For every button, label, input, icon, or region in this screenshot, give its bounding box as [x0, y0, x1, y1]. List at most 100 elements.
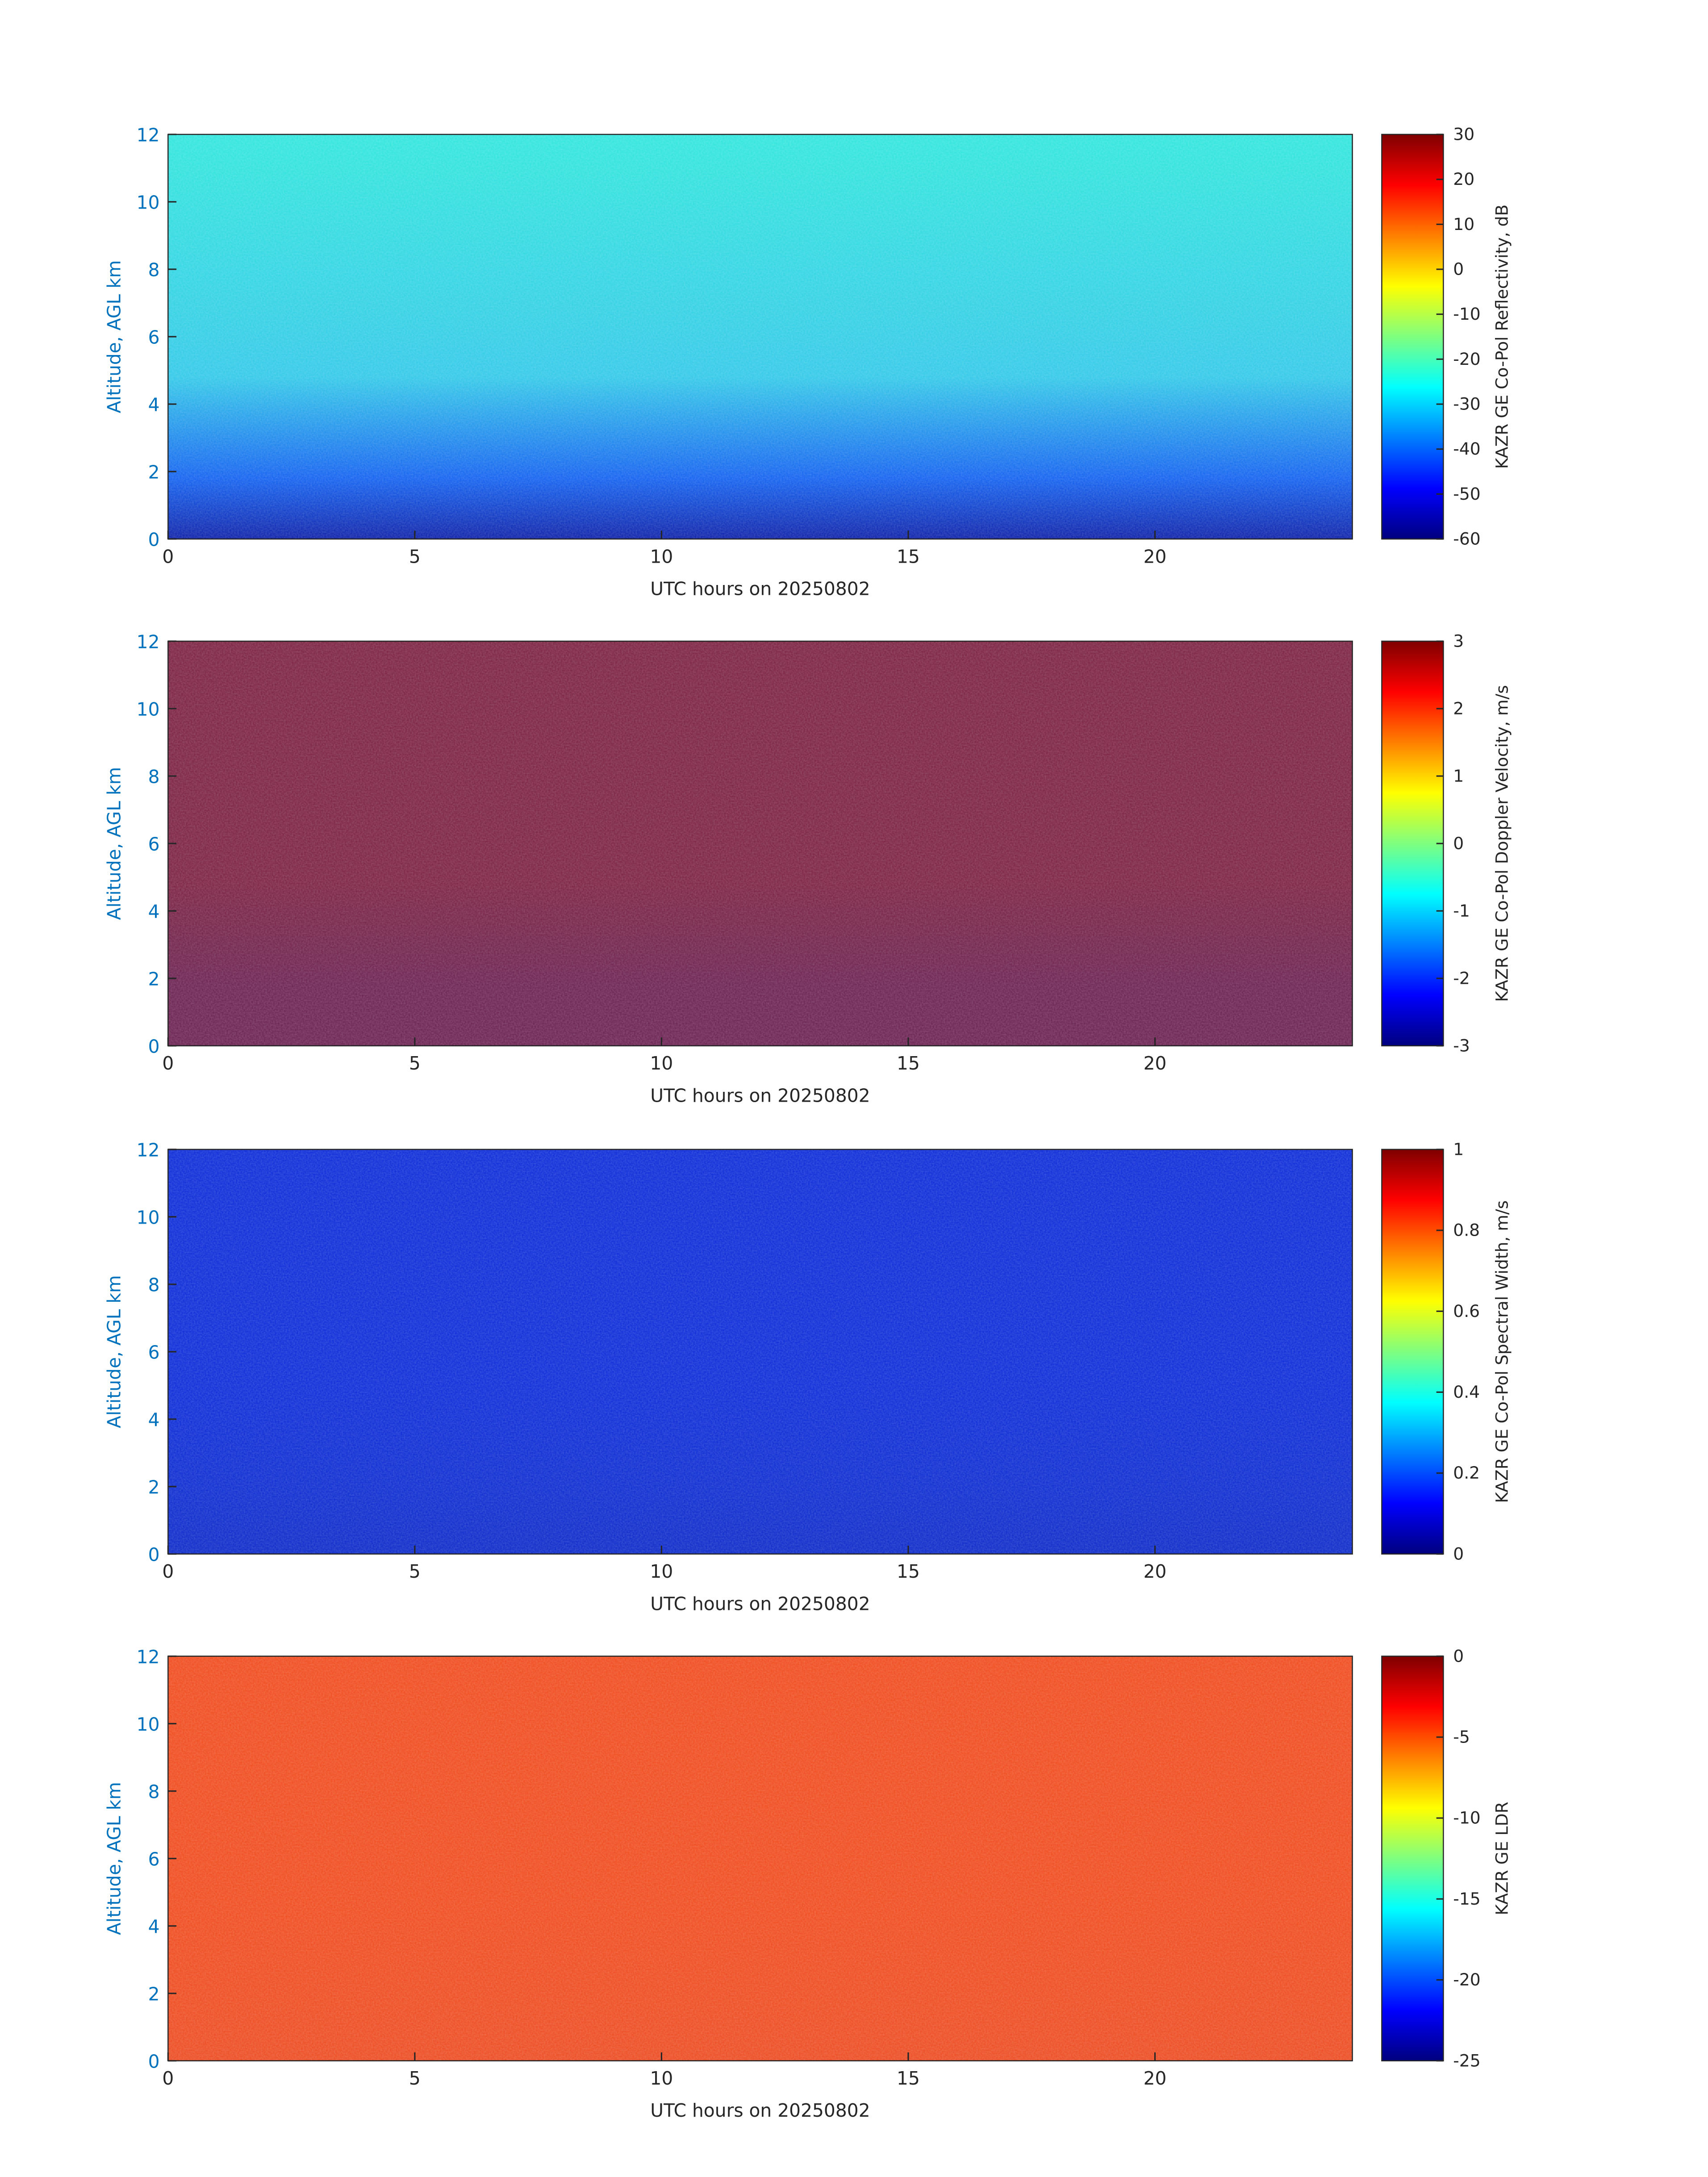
colorbar: [1381, 1655, 1444, 2062]
y-tick-label: 6: [148, 1848, 160, 1870]
y-tick-label: 12: [137, 631, 160, 653]
colorbar-tick-label: -60: [1453, 529, 1480, 549]
y-tick-label: 4: [148, 1409, 160, 1431]
x-tick-label: 10: [650, 1561, 673, 1582]
colorbar-tick-label: -1: [1453, 901, 1470, 920]
x-tick-label: 20: [1144, 546, 1167, 567]
colorbar-tick-label: 0: [1453, 259, 1464, 279]
colorbar-label: KAZR GE Co-Pol Doppler Velocity, m/s: [1492, 685, 1512, 1002]
x-tick-label: 15: [897, 1561, 920, 1582]
y-tick-label: 12: [137, 1646, 160, 1667]
colorbar-tick-label: 1: [1453, 766, 1464, 786]
colorbar-tick-label: 20: [1453, 169, 1474, 189]
colorbar-tick-label: 0: [1453, 833, 1464, 853]
x-tick-label: 5: [409, 1053, 421, 1074]
x-tick-label: 15: [897, 1053, 920, 1074]
x-tick-label: 0: [162, 2068, 174, 2089]
x-tick-label: 20: [1144, 2068, 1167, 2089]
y-tick-label: 2: [148, 1477, 160, 1498]
colorbar-tick-label: 0.8: [1453, 1220, 1480, 1240]
y-tick-label: 0: [148, 1036, 160, 1057]
y-tick-label: 12: [137, 125, 160, 146]
y-tick-label: 4: [148, 1916, 160, 1937]
y-axis-label: Altitude, AGL km: [104, 1782, 125, 1935]
x-tick-label: 0: [162, 546, 174, 567]
colorbar-tick-label: -50: [1453, 484, 1480, 504]
colorbar-tick-label: -25: [1453, 2051, 1480, 2070]
colorbar-tick-label: 2: [1453, 698, 1464, 718]
y-tick-label: 6: [148, 1342, 160, 1363]
colorbar-tick-label: -15: [1453, 1889, 1480, 1909]
y-tick-label: 2: [148, 1983, 160, 2005]
colorbar-tick-label: -40: [1453, 439, 1480, 459]
colorbar: [1381, 1149, 1444, 1555]
y-tick-label: 8: [148, 766, 160, 788]
y-tick-label: 10: [137, 699, 160, 720]
x-tick-label: 0: [162, 1053, 174, 1074]
heatmap-texture: [168, 134, 1353, 539]
colorbar-tick-label: -20: [1453, 1970, 1480, 1989]
y-axis-label: Altitude, AGL km: [104, 1275, 125, 1428]
y-tick-label: 10: [137, 192, 160, 213]
y-tick-label: 8: [148, 1274, 160, 1296]
y-axis-label: Altitude, AGL km: [104, 260, 125, 414]
colorbar-tick-label: -20: [1453, 349, 1480, 369]
colorbar: [1381, 640, 1444, 1047]
colorbar-label: KAZR GE Co-Pol Spectral Width, m/s: [1492, 1200, 1512, 1503]
x-axis-label: UTC hours on 20250802: [650, 578, 870, 599]
colorbar-tick-label: -30: [1453, 394, 1480, 414]
colorbar-label: KAZR GE LDR: [1492, 1802, 1512, 1915]
y-tick-label: 10: [137, 1207, 160, 1228]
colorbar-tick-label: 0.6: [1453, 1301, 1480, 1321]
colorbar-tick-label: 0.2: [1453, 1463, 1480, 1483]
heatmap-texture: [168, 1656, 1353, 2061]
y-tick-label: 2: [148, 969, 160, 990]
colorbar-tick-label: 30: [1453, 125, 1474, 144]
x-tick-label: 10: [650, 1053, 673, 1074]
colorbar-label: KAZR GE Co-Pol Reflectivity, dB: [1492, 205, 1512, 469]
x-tick-label: 20: [1144, 1053, 1167, 1074]
colorbar-tick-label: -5: [1453, 1727, 1470, 1747]
y-tick-label: 8: [148, 259, 160, 281]
x-axis-label: UTC hours on 20250802: [650, 1085, 870, 1106]
y-tick-label: 6: [148, 834, 160, 855]
x-axis-label: UTC hours on 20250802: [650, 2100, 870, 2121]
heatmap-texture: [168, 1149, 1353, 1554]
colorbar-tick-label: 10: [1453, 214, 1474, 234]
x-axis-label: UTC hours on 20250802: [650, 1593, 870, 1614]
colorbar-tick-label: -3: [1453, 1036, 1470, 1055]
y-tick-label: 4: [148, 394, 160, 416]
colorbar-tick-label: 0: [1453, 1646, 1464, 1666]
y-tick-label: 2: [148, 462, 160, 483]
y-tick-label: 12: [137, 1140, 160, 1161]
y-tick-label: 10: [137, 1713, 160, 1735]
colorbar-tick-label: -10: [1453, 1808, 1480, 1828]
colorbar-tick-label: 0: [1453, 1544, 1464, 1563]
colorbar-tick-label: -2: [1453, 968, 1470, 988]
colorbar-tick-label: 3: [1453, 631, 1464, 651]
colorbar: [1381, 134, 1444, 540]
y-tick-label: 0: [148, 2051, 160, 2072]
heatmap-texture: [168, 641, 1353, 1046]
x-tick-label: 0: [162, 1561, 174, 1582]
y-tick-label: 8: [148, 1781, 160, 1802]
colorbar-tick-label: 0.4: [1453, 1382, 1480, 1402]
x-tick-label: 10: [650, 2068, 673, 2089]
y-axis-label: Altitude, AGL km: [104, 767, 125, 920]
y-tick-label: 6: [148, 327, 160, 348]
y-tick-label: 0: [148, 1544, 160, 1566]
x-tick-label: 5: [409, 1561, 421, 1582]
x-tick-label: 5: [409, 546, 421, 567]
colorbar-tick-label: 1: [1453, 1139, 1464, 1159]
x-tick-label: 15: [897, 2068, 920, 2089]
x-tick-label: 20: [1144, 1561, 1167, 1582]
y-tick-label: 0: [148, 529, 160, 551]
y-tick-label: 4: [148, 901, 160, 923]
colorbar-tick-label: -10: [1453, 304, 1480, 324]
